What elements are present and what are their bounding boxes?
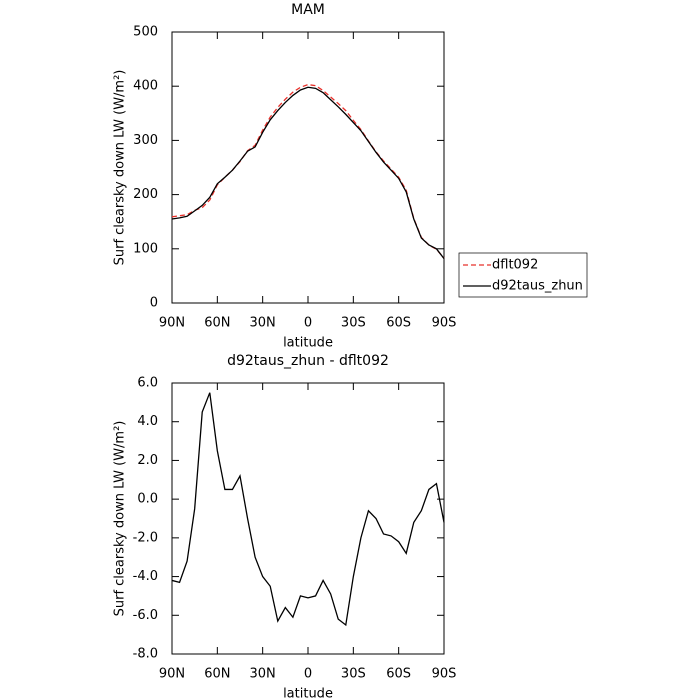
x-tick-label: 30S: [341, 316, 366, 331]
data-line: [171, 392, 445, 627]
x-axis-label: latitude: [283, 336, 333, 351]
y-tick-label: -4.0: [133, 569, 158, 584]
legend-box: [458, 252, 588, 298]
chart-title: d92taus_zhun - dflt092: [227, 353, 389, 369]
y-tick-label: 4.0: [137, 414, 158, 429]
x-tick-label: 90N: [159, 316, 185, 331]
x-tick-label: 0: [304, 316, 312, 331]
y-tick-label: -2.0: [133, 530, 158, 545]
x-tick-label: 60N: [204, 316, 230, 331]
y-tick-label: 300: [133, 133, 158, 148]
y-tick-label: 2.0: [137, 453, 158, 468]
y-axis-label: Surf clearsky down LW (W/m²): [113, 421, 128, 617]
x-tick-label: 60S: [386, 667, 411, 682]
y-tick-label: 400: [133, 79, 158, 94]
legend-label: dflt092: [492, 258, 538, 273]
y-tick-label: 0.0: [137, 492, 158, 507]
y-tick-label: -6.0: [133, 608, 158, 623]
data-line: [171, 86, 445, 259]
x-tick-label: 90N: [159, 667, 185, 682]
y-tick-label: 0: [150, 296, 158, 311]
x-tick-label: 60S: [386, 316, 411, 331]
x-tick-label: 30S: [341, 667, 366, 682]
legend-label: d92taus_zhun: [492, 279, 583, 294]
y-tick-label: 200: [133, 187, 158, 202]
y-tick-label: -8.0: [133, 647, 158, 662]
y-tick-label: 6.0: [137, 376, 158, 391]
y-tick-label: 100: [133, 241, 158, 256]
x-tick-label: 90S: [432, 667, 457, 682]
chart-title: MAM: [291, 2, 325, 18]
y-tick-label: 500: [133, 25, 158, 40]
x-tick-label: 30N: [250, 667, 276, 682]
x-tick-label: 90S: [432, 316, 457, 331]
x-tick-label: 60N: [204, 667, 230, 682]
data-line: [171, 83, 445, 259]
y-axis-label: Surf clearsky down LW (W/m²): [113, 70, 128, 266]
x-axis-label: latitude: [283, 687, 333, 700]
plot-frame: [171, 31, 445, 304]
x-tick-label: 0: [304, 667, 312, 682]
x-tick-label: 30N: [250, 316, 276, 331]
plot-frame: [171, 382, 445, 655]
